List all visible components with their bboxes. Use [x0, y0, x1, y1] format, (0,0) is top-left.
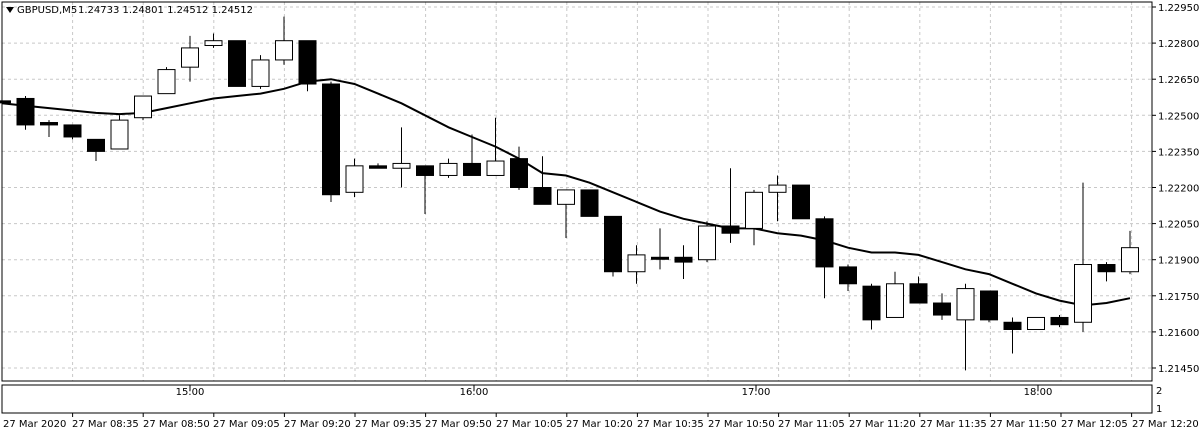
candle-body-bullish — [134, 95, 152, 119]
candle-body-bearish — [792, 184, 810, 220]
candle-body-bullish — [1074, 264, 1092, 323]
symbol-triangle-icon[interactable] — [6, 7, 14, 13]
price-tick-label: 1.22950 — [1158, 3, 1199, 14]
candle-body-bearish — [510, 158, 528, 188]
candle-body-bullish — [768, 184, 787, 193]
candle-body-bullish — [956, 288, 975, 321]
candle-body-bearish — [369, 165, 387, 169]
date-label: 27 Mar 08:35 — [72, 419, 139, 430]
date-label: 27 Mar 09:50 — [425, 419, 492, 430]
symbol-label: GBPUSD,M5 — [17, 5, 77, 16]
date-label: 27 Mar 12:20 — [1132, 419, 1199, 430]
candle-body-bullish — [886, 283, 904, 318]
candle-body-bullish — [557, 189, 575, 205]
time-marker-label: 17:00 — [742, 387, 771, 398]
candle-body-bearish — [322, 83, 340, 196]
date-label: 27 Mar 10:50 — [708, 419, 775, 430]
sub-panel-frame — [1, 384, 1153, 414]
price-tick-label: 1.21900 — [1158, 256, 1199, 267]
moving-average — [1, 78, 1131, 307]
candle-body-bullish — [345, 165, 364, 193]
candle-body-bearish — [16, 97, 35, 126]
time-marker-label: 15:00 — [176, 387, 205, 398]
date-label: 27 Mar 11:50 — [990, 419, 1057, 430]
time-marker-label: 16:00 — [460, 387, 489, 398]
candle-body-bearish — [63, 124, 82, 138]
main-panel-frame — [1, 1, 1153, 382]
date-label: 27 Mar 09:35 — [355, 419, 422, 430]
candle-body-bullish — [698, 225, 716, 261]
candle-body-bearish — [980, 290, 998, 321]
candle-body-bullish — [251, 59, 270, 87]
date-label: 27 Mar 12:05 — [1061, 419, 1128, 430]
ma-line — [1, 78, 1131, 307]
candle-body-bullish — [181, 47, 199, 68]
sub-axis-label: 1 — [1156, 404, 1162, 415]
date-label: 27 Mar 10:05 — [496, 419, 563, 430]
date-label: 27 Mar 11:05 — [778, 419, 845, 430]
candle-body-bearish — [533, 187, 552, 205]
date-label: 27 Mar 10:35 — [637, 419, 704, 430]
date-label: 27 Mar 11:20 — [849, 419, 916, 430]
candle-body-bullish — [1027, 316, 1045, 330]
candle-body-bearish — [1050, 316, 1069, 326]
date-axis: 27 Mar 2020 27 Mar 08:35 27 Mar 08:50 27… — [3, 419, 1199, 430]
candle-body-bullish — [745, 191, 763, 229]
price-tick-label: 1.22500 — [1158, 111, 1199, 122]
candle-body-bearish — [416, 165, 434, 176]
candle-body-bearish — [40, 122, 58, 126]
candle-body-bearish — [228, 40, 246, 87]
candle-body-bullish — [627, 254, 646, 273]
price-tick-label: 1.21750 — [1158, 292, 1199, 303]
date-label: 27 Mar 08:50 — [143, 419, 210, 430]
sub-axis: 2 1 — [1156, 386, 1162, 415]
candle-body-bearish — [721, 225, 740, 234]
candle-body-bullish — [275, 40, 293, 61]
candle-body-bearish — [87, 138, 105, 152]
date-label: 27 Mar 2020 — [3, 419, 66, 430]
price-tick-label: 1.22050 — [1158, 220, 1199, 231]
candle-body-bearish — [815, 218, 834, 268]
candle-body-bearish — [298, 40, 317, 85]
date-label: 27 Mar 09:05 — [213, 419, 280, 430]
price-tick-label: 1.22650 — [1158, 75, 1199, 86]
candle-body-bearish — [604, 215, 622, 273]
price-axis: 1.22950 1.22800 1.22650 1.22500 1.22350 1.222… — [1152, 3, 1199, 375]
price-tick-label: 1.22200 — [1158, 184, 1199, 195]
candle-body-bearish — [651, 256, 669, 260]
ohlc-label: 1.24733 1.24801 1.24512 1.24512 — [78, 5, 253, 16]
candle-body-bullish — [157, 69, 176, 95]
candle-body-bearish — [909, 283, 928, 304]
candle-body-bearish — [933, 302, 951, 316]
candle-body-bullish — [204, 40, 223, 47]
candle-body-bearish — [463, 162, 481, 176]
candle-body-bullish — [486, 160, 505, 176]
candle-body-bearish — [1097, 264, 1116, 273]
price-tick-label: 1.21450 — [1158, 364, 1199, 375]
candle-body-bullish — [1121, 247, 1139, 273]
candle-body-bearish — [839, 266, 857, 285]
date-label: 27 Mar 11:35 — [920, 419, 987, 430]
date-label: 27 Mar 10:20 — [566, 419, 633, 430]
candle-body-bullish — [110, 119, 129, 150]
candle-body-bearish — [1003, 321, 1022, 330]
price-tick-label: 1.22800 — [1158, 39, 1199, 50]
price-tick-label: 1.21600 — [1158, 328, 1199, 339]
candle-body-bullish — [392, 162, 411, 169]
time-marker-label: 18:00 — [1024, 387, 1053, 398]
grid-lines — [2, 2, 1152, 417]
candles — [0, 16, 1139, 371]
candle-body-bearish — [862, 285, 881, 321]
candle-body-bearish — [674, 256, 693, 263]
candle-body-bullish — [439, 162, 458, 176]
sub-axis-label: 2 — [1156, 386, 1162, 397]
time-markers: 15:00 16:00 17:00 18:00 — [176, 385, 1053, 398]
candle-body-bearish — [580, 189, 599, 217]
price-tick-label: 1.22350 — [1158, 147, 1199, 158]
date-label: 27 Mar 09:20 — [284, 419, 351, 430]
